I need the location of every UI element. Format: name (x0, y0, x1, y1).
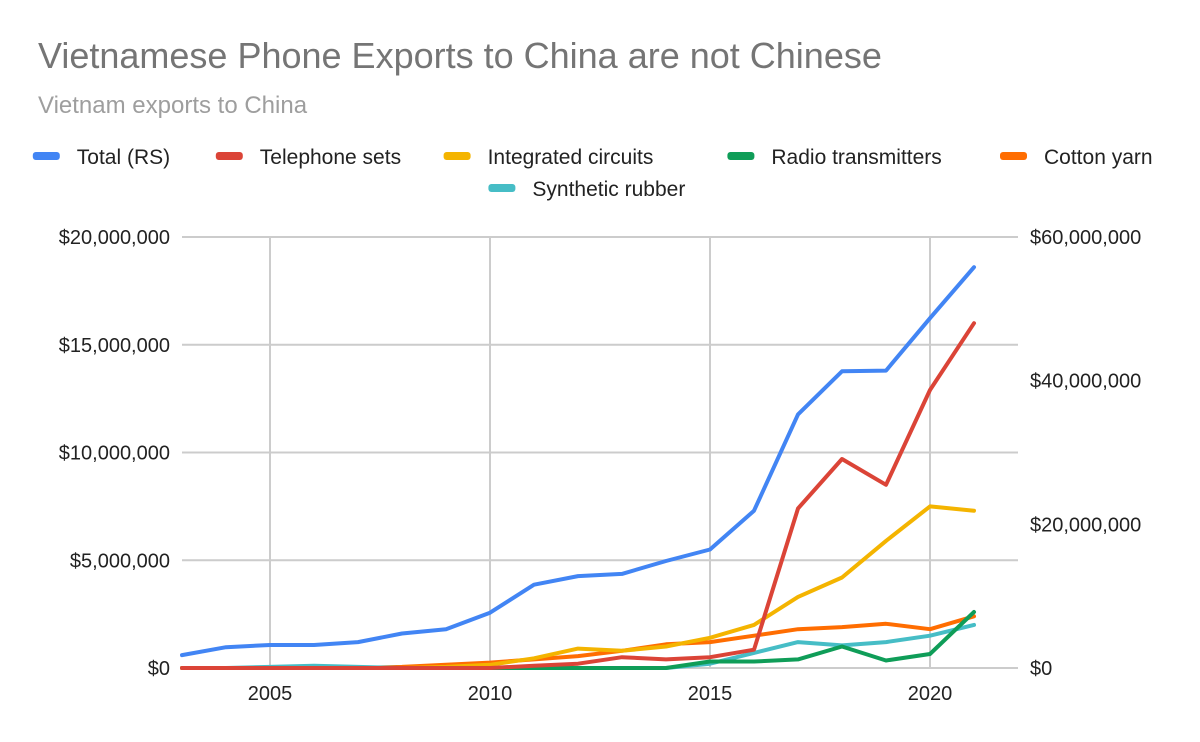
legend-label: Integrated circuits (488, 146, 654, 169)
left-tick-label: $0 (148, 658, 170, 680)
left-tick-label: $10,000,000 (59, 443, 170, 465)
legend-label: Total (RS) (77, 146, 170, 169)
legend-item: Integrated circuits (443, 146, 654, 169)
legend: Total (RS) Telephone sets Integrated circu… (32, 146, 1153, 201)
legend-swatch (727, 152, 755, 160)
left-tick-label: $15,000,000 (59, 335, 170, 357)
gridlines (182, 236, 1018, 669)
legend-item: Total (RS) (32, 146, 170, 169)
legend-label: Telephone sets (260, 146, 401, 169)
x-tick-label: 2015 (688, 683, 733, 705)
legend-swatch (32, 152, 60, 160)
series-line-cotton-yarn (180, 614, 976, 670)
legend-item: Radio transmitters (727, 146, 942, 169)
x-tick-label: 2005 (248, 683, 293, 705)
right-tick-label: $40,000,000 (1030, 371, 1141, 393)
x-tick-label: 2010 (468, 683, 513, 705)
x-axis: 2005 2010 2015 2020 (248, 683, 953, 705)
chart-title: Vietnamese Phone Exports to China are no… (38, 35, 882, 76)
legend-item: Cotton yarn (1000, 146, 1153, 169)
x-tick-label: 2020 (908, 683, 953, 705)
legend-swatch (215, 152, 243, 160)
right-tick-label: $60,000,000 (1030, 227, 1141, 249)
legend-item: Synthetic rubber (488, 178, 685, 201)
legend-label: Synthetic rubber (532, 178, 685, 201)
series-line-telephone-sets (180, 321, 976, 670)
series-line-total-rs (180, 265, 976, 658)
right-tick-label: $20,000,000 (1030, 514, 1141, 536)
right-axis: $0 $20,000,000 $40,000,000 $60,000,000 (1030, 227, 1141, 680)
legend-item: Telephone sets (215, 146, 401, 169)
legend-swatch (488, 184, 516, 192)
legend-label: Radio transmitters (771, 146, 941, 169)
plot-area (180, 265, 976, 670)
right-tick-label: $0 (1030, 658, 1052, 680)
legend-label: Cotton yarn (1044, 146, 1153, 169)
left-tick-label: $5,000,000 (70, 550, 170, 572)
series-line-radio-transmitters (180, 610, 976, 670)
left-axis: $0 $5,000,000 $10,000,000 $15,000,000 $20,00… (59, 227, 170, 680)
legend-swatch (443, 152, 471, 160)
chart-subtitle: Vietnam exports to China (38, 92, 308, 119)
left-tick-label: $20,000,000 (59, 227, 170, 249)
legend-swatch (1000, 152, 1027, 160)
